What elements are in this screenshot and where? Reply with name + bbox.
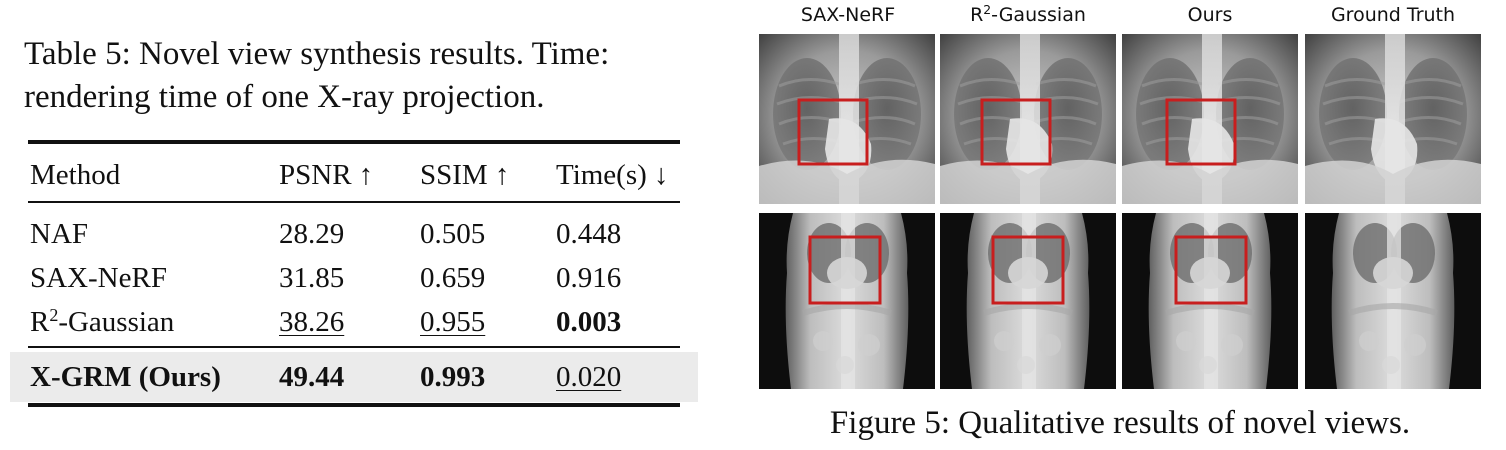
table-row: R2-Gaussian 38.26 0.955 0.003 xyxy=(28,299,680,345)
header-ssim: SSIM ↑ xyxy=(420,159,510,191)
image-r2-gaussian-chest xyxy=(940,34,1116,204)
time-cell: 0.003 xyxy=(556,306,622,338)
image-sax-nerf-chest xyxy=(759,34,935,204)
table-mid-rule xyxy=(28,346,680,348)
image-ours-chest xyxy=(1122,34,1298,204)
figure-caption: Figure 5: Qualitative results of novel v… xyxy=(829,405,1411,441)
table-header-row: Method PSNR ↑ SSIM ↑ Time(s) ↓ xyxy=(28,152,680,198)
method-superscript: 2 xyxy=(49,305,59,326)
highlight-box xyxy=(991,235,1065,305)
psnr-cell: 28.29 xyxy=(279,218,345,250)
table-caption: Table 5: Novel view synthesis results. T… xyxy=(24,36,610,115)
column-label-r2-gaussian: R2-Gaussian xyxy=(940,3,1116,27)
method-base: R xyxy=(30,306,50,338)
header-time: Time(s) ↓ xyxy=(556,159,669,191)
header-psnr: PSNR ↑ xyxy=(279,159,374,191)
time-cell: 0.916 xyxy=(556,262,622,294)
table-header-rule xyxy=(28,201,680,203)
highlight-box xyxy=(1174,235,1248,305)
table-row-highlighted: X-GRM (Ours) 49.44 0.993 0.020 xyxy=(10,352,698,402)
method-cell: NAF xyxy=(30,218,89,250)
header-method: Method xyxy=(30,159,121,191)
table-top-rule xyxy=(28,140,680,144)
psnr-cell: 38.26 xyxy=(279,306,345,338)
ssim-cell: 0.659 xyxy=(420,262,486,294)
method-rest: -Gaussian xyxy=(58,306,175,338)
column-label-ours: Ours xyxy=(1187,4,1233,26)
psnr-cell: 49.44 xyxy=(279,361,345,393)
highlight-box xyxy=(797,98,869,166)
time-cell: 0.020 xyxy=(556,361,622,393)
image-r2-gaussian-body xyxy=(940,213,1116,389)
column-label-superscript: 2 xyxy=(983,3,992,18)
highlight-box xyxy=(1165,98,1237,166)
method-cell: R2-Gaussian xyxy=(30,299,174,345)
column-label-base: R xyxy=(970,4,984,26)
image-sax-nerf-body xyxy=(759,213,935,389)
image-ours-body xyxy=(1122,213,1298,389)
ssim-cell: 0.505 xyxy=(420,218,486,250)
table-row: SAX-NeRF 31.85 0.659 0.916 xyxy=(28,255,680,301)
method-cell: X-GRM (Ours) xyxy=(30,361,221,393)
time-cell: 0.448 xyxy=(556,218,622,250)
table-row: NAF 28.29 0.505 0.448 xyxy=(28,211,680,257)
column-label-rest: -Gaussian xyxy=(991,4,1086,26)
highlight-box xyxy=(808,235,882,305)
image-ground-truth-body xyxy=(1305,213,1481,389)
highlight-box xyxy=(980,98,1052,166)
column-label-ground-truth: Ground Truth xyxy=(1330,4,1456,26)
ssim-cell: 0.993 xyxy=(420,361,486,393)
ssim-cell: 0.955 xyxy=(420,306,486,338)
psnr-cell: 31.85 xyxy=(279,262,345,294)
method-cell: SAX-NeRF xyxy=(30,262,167,294)
column-label-sax-nerf: SAX-NeRF xyxy=(800,4,896,26)
table-bottom-rule xyxy=(28,403,680,407)
image-ground-truth-chest xyxy=(1305,34,1481,204)
